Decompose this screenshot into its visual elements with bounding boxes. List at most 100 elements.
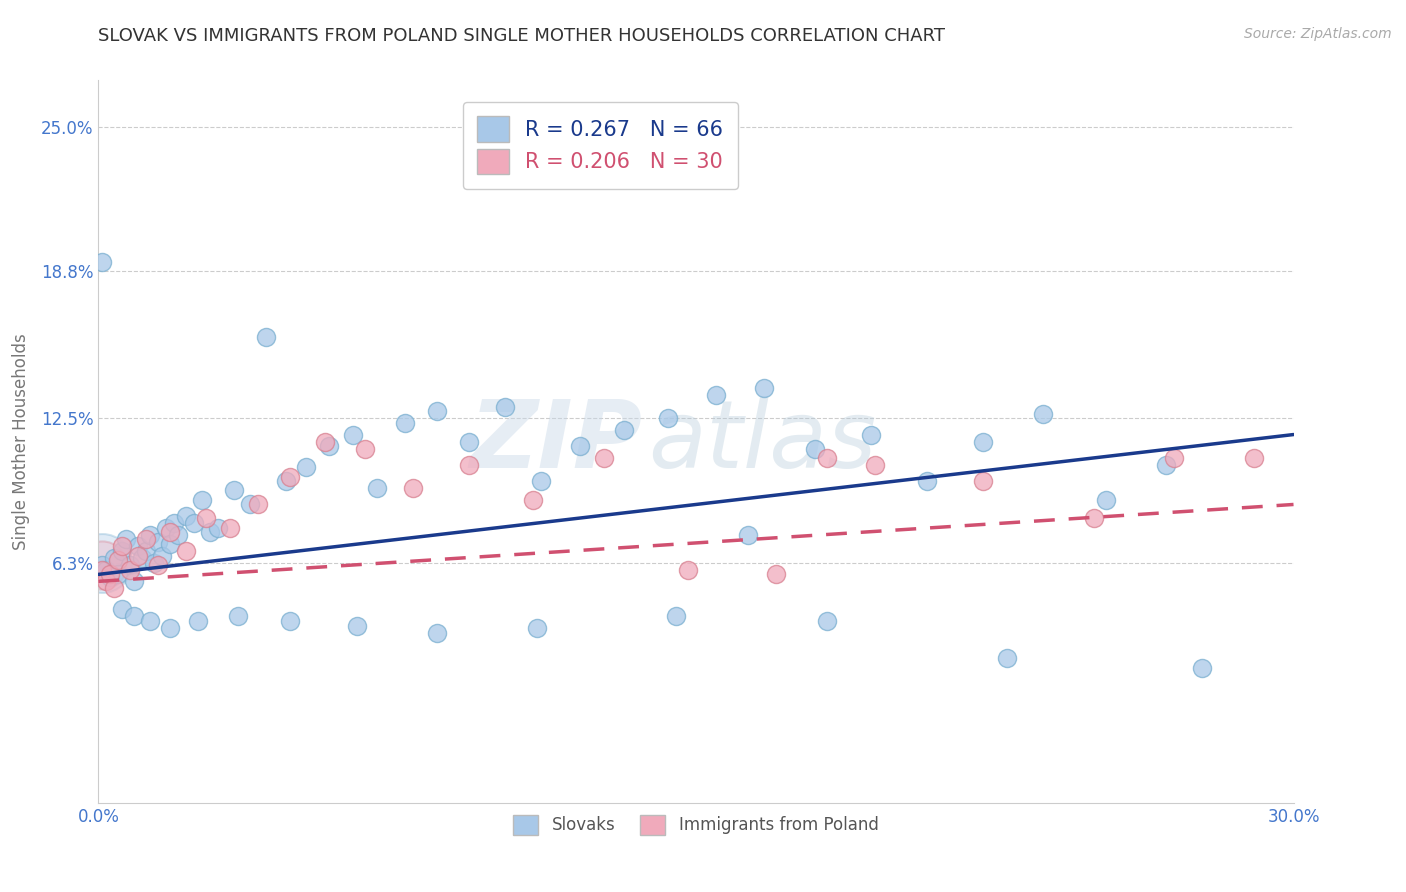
Point <box>91 558 114 572</box>
Point <box>737 528 759 542</box>
Point <box>426 625 449 640</box>
Point <box>111 540 134 554</box>
Point <box>120 563 142 577</box>
Point <box>159 525 181 540</box>
Point <box>569 439 592 453</box>
Point <box>124 574 146 589</box>
Text: Source: ZipAtlas.com: Source: ZipAtlas.com <box>1244 27 1392 41</box>
Point <box>111 602 134 616</box>
Point <box>91 563 114 577</box>
Point <box>103 582 125 596</box>
Point <box>174 509 197 524</box>
Point <box>526 621 548 635</box>
Point <box>665 609 688 624</box>
Point <box>1095 492 1118 507</box>
Point <box>815 450 838 465</box>
Point <box>530 474 553 488</box>
Point <box>995 651 1018 665</box>
Point <box>1032 407 1054 421</box>
Point <box>219 521 242 535</box>
Point <box>174 544 197 558</box>
Point <box>274 474 297 488</box>
Point <box>115 533 138 547</box>
Point <box>103 551 125 566</box>
Point <box>972 474 994 488</box>
Point <box>278 614 301 628</box>
Point <box>163 516 186 530</box>
Point <box>222 483 245 498</box>
Point <box>124 609 146 624</box>
Point <box>127 540 149 554</box>
Point <box>860 427 883 442</box>
Point <box>127 549 149 563</box>
Point <box>1191 660 1213 674</box>
Point <box>1243 450 1265 465</box>
Point <box>183 516 205 530</box>
Point <box>107 567 129 582</box>
Point <box>402 481 425 495</box>
Point <box>155 521 177 535</box>
Point <box>354 442 377 456</box>
Point <box>676 563 699 577</box>
Point <box>278 469 301 483</box>
Text: ZIP: ZIP <box>470 395 643 488</box>
Point <box>96 574 118 589</box>
Point <box>159 621 181 635</box>
Point <box>458 434 481 449</box>
Point <box>111 544 134 558</box>
Point <box>139 528 162 542</box>
Point <box>167 528 190 542</box>
Point <box>98 570 122 584</box>
Point <box>120 558 142 572</box>
Point <box>394 416 416 430</box>
Point <box>346 618 368 632</box>
Point <box>593 450 616 465</box>
Point <box>91 255 114 269</box>
Point <box>91 556 114 570</box>
Point <box>522 492 544 507</box>
Point <box>752 381 775 395</box>
Point <box>148 534 170 549</box>
Point <box>366 481 388 495</box>
Legend: Slovaks, Immigrants from Poland: Slovaks, Immigrants from Poland <box>503 805 889 845</box>
Point <box>191 492 214 507</box>
Point <box>915 474 938 488</box>
Point <box>458 458 481 472</box>
Point <box>1163 450 1185 465</box>
Point <box>657 411 679 425</box>
Point <box>294 460 316 475</box>
Text: atlas: atlas <box>648 396 876 487</box>
Point <box>318 439 340 453</box>
Point <box>865 458 887 472</box>
Point <box>239 498 262 512</box>
Point <box>804 442 827 456</box>
Y-axis label: Single Mother Households: Single Mother Households <box>11 334 30 549</box>
Point <box>765 567 787 582</box>
Point <box>246 498 269 512</box>
Point <box>107 553 129 567</box>
Point <box>207 521 229 535</box>
Point <box>98 567 122 582</box>
Point <box>342 427 364 442</box>
Point <box>143 556 166 570</box>
Point <box>704 388 727 402</box>
Point <box>91 558 114 572</box>
Point <box>96 563 118 577</box>
Point <box>148 558 170 572</box>
Point <box>135 533 157 547</box>
Point <box>613 423 636 437</box>
Point <box>198 525 221 540</box>
Point <box>139 614 162 628</box>
Point <box>1154 458 1177 472</box>
Point <box>972 434 994 449</box>
Point <box>1083 511 1105 525</box>
Point <box>187 614 209 628</box>
Point <box>159 537 181 551</box>
Point <box>226 609 249 624</box>
Point <box>815 614 838 628</box>
Point <box>195 511 218 525</box>
Point <box>494 400 516 414</box>
Point <box>150 549 173 563</box>
Point <box>131 551 153 566</box>
Point <box>254 329 277 343</box>
